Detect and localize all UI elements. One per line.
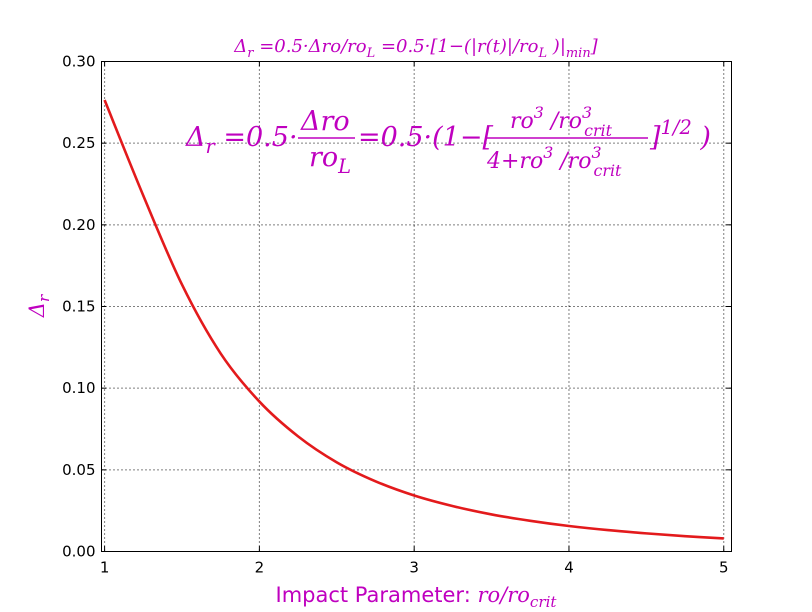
svg-text:Δro: Δro [300,106,350,137]
y-tick-label: 0.20 [62,216,95,234]
svg-text:]1/2 ): ]1/2 ) [649,116,711,153]
svg-text:Δr =0.5·: Δr =0.5· [185,122,298,158]
svg-text:=0.5·(1−[: =0.5·(1−[ [358,122,493,153]
x-tick-label: 2 [255,559,265,577]
series-line [103,99,724,540]
series-layer [103,99,724,540]
ticks: 1 2 3 4 5 0.00 0.05 0.10 0.15 0.20 0.25 0.30 [62,53,732,577]
x-tick-label: 4 [564,559,574,577]
x-tick-label: 5 [719,559,729,577]
x-tick-label: 3 [409,559,419,577]
y-tick-label: 0.10 [62,379,95,397]
y-tick-label: 0.15 [62,298,95,316]
y-tick-label: 0.00 [62,543,95,561]
y-tick-label: 0.30 [62,53,95,71]
svg-text:roL: roL [309,142,351,178]
x-axis-label: Impact Parameter: ro/rocrit [276,583,558,611]
y-tick-label: 0.25 [62,134,95,152]
y-tick-label: 0.05 [62,461,95,479]
x-tick-label: 1 [100,559,110,577]
chart-title: Δr =0.5·Δro/roL =0.5·[1−(|r(t)|/roL )|mi… [233,36,598,61]
